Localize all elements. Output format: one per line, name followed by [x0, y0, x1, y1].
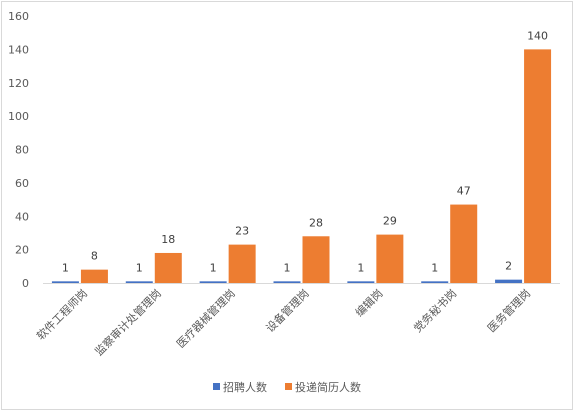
category-label: 党务秘书岗	[411, 286, 460, 335]
data-label: 1	[136, 261, 143, 274]
bar-recruits	[273, 281, 301, 283]
bar-applicants	[450, 204, 478, 283]
data-label: 1	[210, 261, 217, 274]
category-label: 编辑岗	[352, 286, 385, 319]
data-label: 47	[457, 185, 471, 198]
bar-recruits	[125, 281, 153, 283]
data-label: 1	[357, 261, 364, 274]
bar-applicants	[80, 269, 108, 283]
bar-recruits	[495, 279, 523, 283]
bar-applicants	[302, 236, 330, 283]
category-label: 软件工程师岗	[33, 286, 90, 343]
category-label: 医务管理岗	[484, 286, 533, 335]
category-label: 设备管理岗	[263, 286, 312, 335]
data-label: 140	[527, 29, 548, 42]
legend-label-applicants: 投递简历人数	[295, 380, 361, 394]
bar-applicants	[228, 244, 256, 283]
legend-swatch-applicants	[285, 383, 292, 390]
y-tick-label: 140	[8, 43, 29, 56]
bar-applicants	[376, 234, 404, 283]
data-label: 1	[62, 261, 69, 274]
legend: 招聘人数 投递简历人数	[213, 380, 361, 394]
bar-recruits	[347, 281, 375, 283]
y-tick-label: 80	[15, 144, 29, 157]
data-label: 8	[91, 250, 98, 263]
y-tick-label: 120	[8, 77, 29, 90]
category-labels: 软件工程师岗 监察审计处管理岗 医疗器械管理岗 设备管理岗 编辑岗 党务秘书岗 医务管理岗	[33, 286, 533, 358]
data-label: 29	[383, 215, 397, 228]
y-tick-label: 0	[22, 277, 29, 290]
y-tick-label: 60	[15, 177, 29, 190]
bar-recruits	[51, 281, 79, 283]
category-label: 监察审计处管理岗	[92, 286, 164, 358]
bar-applicants	[524, 49, 552, 283]
data-label: 1	[284, 261, 291, 274]
y-tick-label: 40	[15, 210, 29, 223]
bar-recruits	[421, 281, 449, 283]
data-label: 23	[235, 225, 249, 238]
legend-label-recruits: 招聘人数	[223, 380, 267, 394]
legend-swatch-recruits	[213, 383, 220, 390]
data-label: 1	[431, 261, 438, 274]
y-axis-ticks: 0 20 40 60 80 100 120 140 160	[8, 10, 29, 290]
y-tick-label: 20	[15, 244, 29, 257]
y-tick-label: 160	[8, 10, 29, 23]
data-label: 2	[505, 260, 512, 273]
bar-applicants	[154, 252, 182, 283]
bar-recruits	[199, 281, 227, 283]
bars	[51, 49, 552, 283]
y-tick-label: 100	[8, 110, 29, 123]
data-label: 18	[161, 233, 175, 246]
category-label: 医疗器械管理岗	[173, 286, 237, 350]
data-label: 28	[309, 216, 323, 229]
